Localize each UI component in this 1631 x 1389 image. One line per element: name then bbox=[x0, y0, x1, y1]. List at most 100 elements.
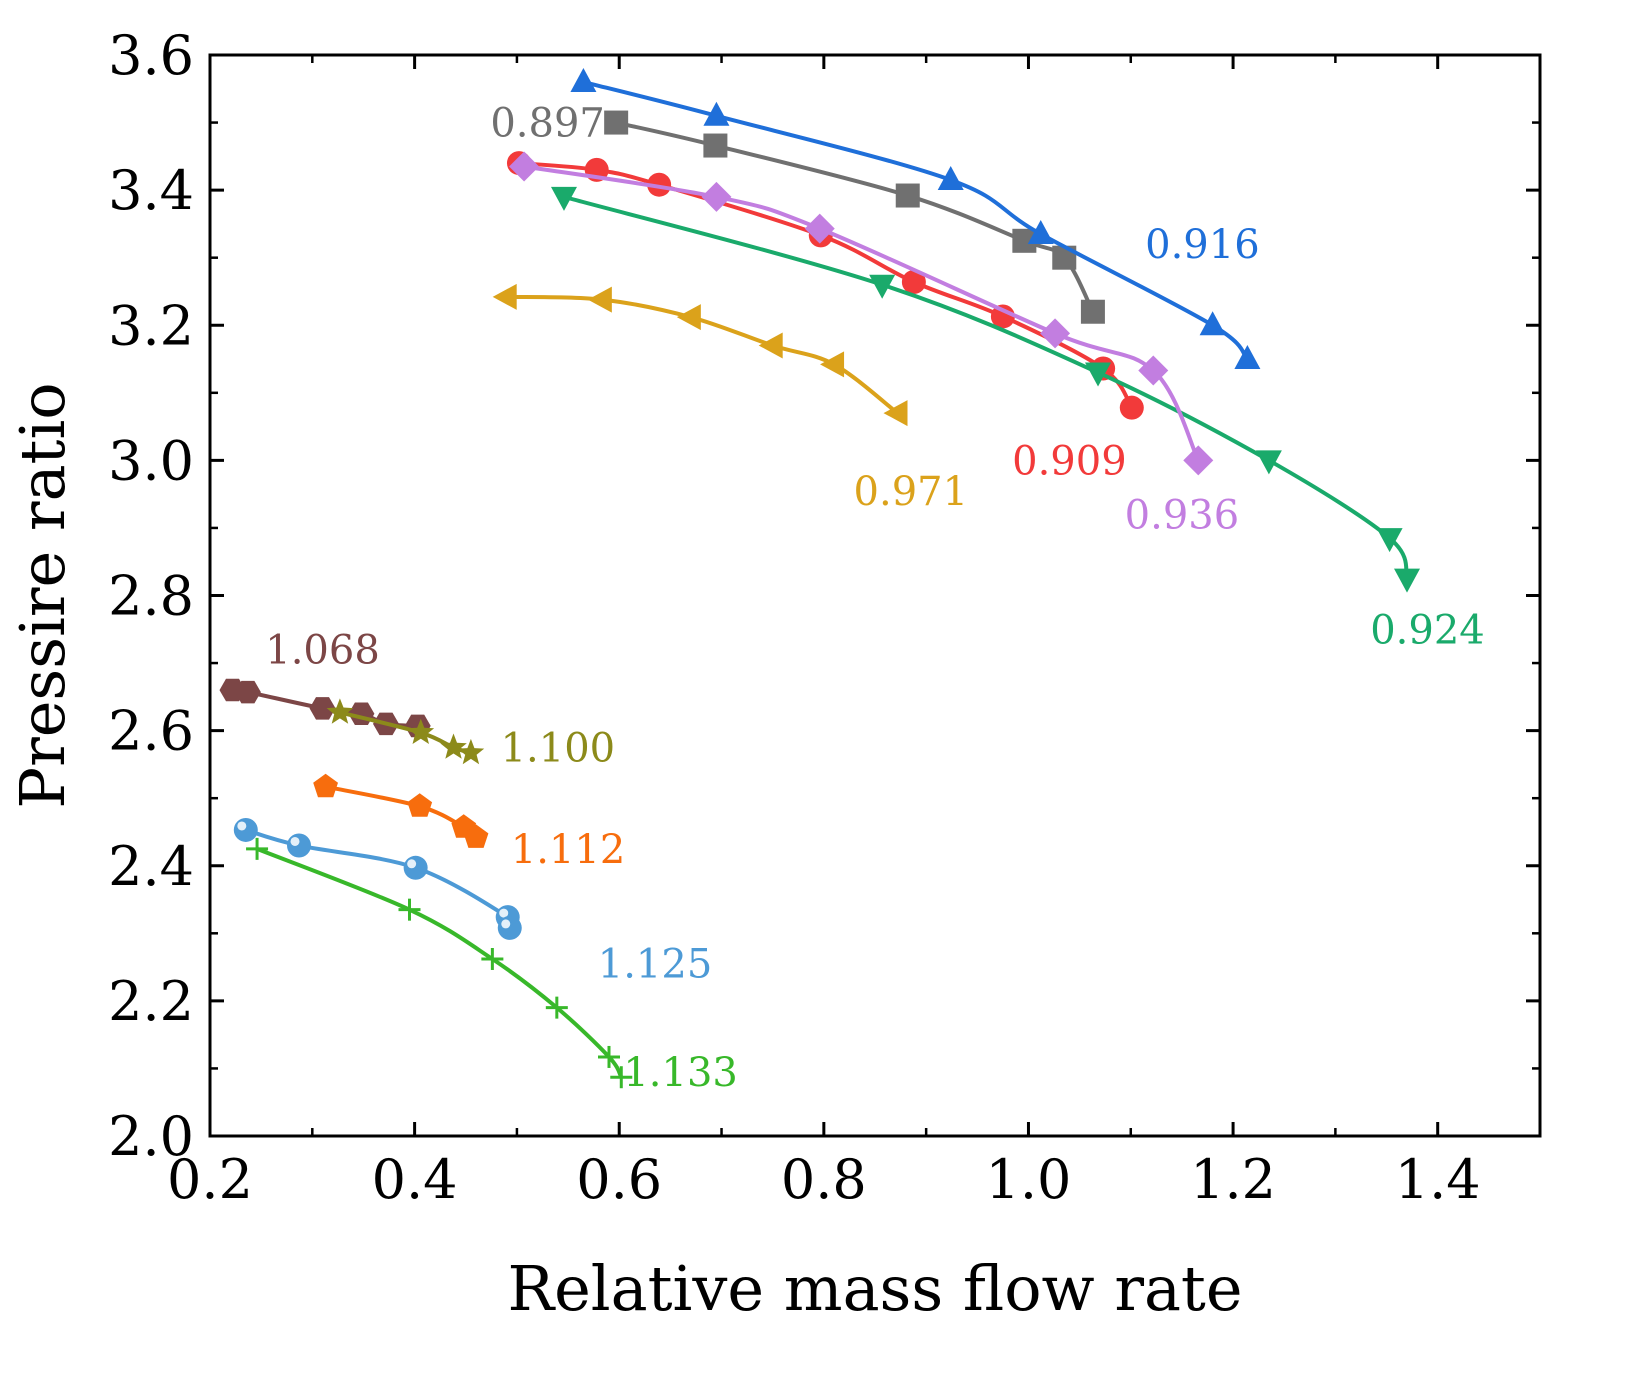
series-0.909 bbox=[506, 151, 1144, 420]
x-axis-label: Relative mass flow rate bbox=[507, 1252, 1242, 1325]
series-0.971 bbox=[492, 283, 908, 427]
data-point-0.936-5 bbox=[1183, 445, 1214, 476]
data-point-1.125-0 bbox=[233, 817, 258, 842]
series-label-1.100: 1.100 bbox=[501, 726, 616, 772]
series-1.112 bbox=[313, 773, 489, 848]
series-label-0.936: 0.936 bbox=[1125, 492, 1240, 538]
series-layer bbox=[219, 68, 1420, 1089]
data-point-1.112-0 bbox=[313, 773, 338, 798]
data-point-0.909-5 bbox=[990, 304, 1015, 329]
series-line-1.133 bbox=[255, 846, 624, 1080]
data-point-0.916-3 bbox=[1027, 220, 1054, 245]
y-tick-label: 3.0 bbox=[108, 429, 194, 492]
data-point-1.133-0 bbox=[246, 837, 269, 860]
data-point-1.125-1-highlight bbox=[290, 836, 300, 846]
data-point-0.924-0 bbox=[550, 186, 577, 211]
series-label-0.909: 0.909 bbox=[1012, 438, 1127, 484]
data-point-1.125-1-body bbox=[287, 833, 312, 858]
data-point-0.924-2 bbox=[1085, 362, 1112, 387]
series-line-0.916 bbox=[581, 80, 1250, 362]
data-point-0.897-5 bbox=[1080, 299, 1105, 324]
data-point-1.068-2 bbox=[309, 697, 336, 720]
series-0.924 bbox=[550, 186, 1420, 593]
data-point-0.971-4 bbox=[820, 351, 845, 378]
data-point-0.924-4 bbox=[1376, 528, 1403, 553]
data-point-1.125-2-body bbox=[403, 855, 428, 880]
series-label-0.971: 0.971 bbox=[854, 469, 969, 515]
data-point-0.916-4 bbox=[1199, 311, 1226, 336]
data-point-0.936-0 bbox=[509, 151, 540, 182]
series-label-1.133: 1.133 bbox=[623, 1050, 738, 1096]
x-tick-label: 0.6 bbox=[576, 1148, 662, 1211]
series-line-1.112 bbox=[323, 784, 478, 840]
data-point-0.971-2 bbox=[676, 304, 701, 331]
x-tick-label: 0.2 bbox=[167, 1148, 253, 1211]
data-point-0.916-2 bbox=[937, 165, 964, 190]
y-tick-label: 2.4 bbox=[108, 835, 194, 898]
x-tick-label: 1.0 bbox=[986, 1148, 1072, 1211]
x-tick-label: 0.4 bbox=[372, 1148, 458, 1211]
data-point-1.100-0 bbox=[326, 698, 354, 724]
y-tick-label: 3.4 bbox=[108, 159, 194, 222]
data-point-0.916-0 bbox=[570, 68, 597, 93]
data-point-0.909-7 bbox=[1119, 395, 1144, 420]
data-point-1.133-1 bbox=[398, 898, 421, 921]
series-label-1.068: 1.068 bbox=[265, 628, 380, 674]
data-point-1.133-2 bbox=[481, 947, 504, 970]
data-point-1.125-1 bbox=[287, 833, 312, 858]
series-0.897 bbox=[604, 110, 1105, 324]
series-0.936 bbox=[509, 151, 1214, 476]
y-tick-label: 2.2 bbox=[108, 970, 194, 1033]
series-label-0.897: 0.897 bbox=[490, 101, 605, 147]
data-point-0.936-3 bbox=[1040, 318, 1071, 349]
y-axis-label: Pressire ratio bbox=[6, 382, 79, 808]
data-point-1.112-3 bbox=[463, 824, 489, 848]
data-point-0.916-5 bbox=[1234, 345, 1261, 370]
data-point-0.897-1 bbox=[703, 133, 728, 158]
y-tick-label: 3.6 bbox=[108, 24, 194, 87]
x-tick-label: 0.8 bbox=[781, 1148, 867, 1211]
data-point-0.897-0 bbox=[604, 110, 629, 135]
plot-frame bbox=[208, 53, 1542, 1138]
data-point-1.125-3-highlight bbox=[499, 908, 509, 918]
data-point-0.909-2 bbox=[647, 172, 672, 197]
series-label-1.112: 1.112 bbox=[511, 827, 626, 873]
data-point-0.924-3 bbox=[1255, 450, 1282, 475]
series-label-1.125: 1.125 bbox=[598, 942, 713, 988]
data-point-0.924-5 bbox=[1394, 568, 1420, 593]
data-point-0.936-1 bbox=[701, 181, 732, 212]
x-tick-label: 1.2 bbox=[1190, 1148, 1276, 1211]
data-point-1.125-0-body bbox=[233, 817, 258, 842]
data-point-1.068-1 bbox=[234, 680, 261, 704]
series-1.100 bbox=[326, 698, 485, 765]
series-line-0.909 bbox=[516, 161, 1134, 410]
data-point-0.924-1 bbox=[869, 274, 896, 299]
data-point-1.133-4 bbox=[598, 1045, 620, 1068]
axes-layer: 0.2 0.4 0.6 0.8 1.0 1.2 1.4 2.0 2.2 2.4 2.6 2.8 3.0 3… bbox=[6, 24, 1542, 1325]
y-tick-label: 2.6 bbox=[108, 700, 194, 763]
data-point-1.125-4-highlight bbox=[501, 919, 511, 929]
data-point-1.133-3 bbox=[545, 996, 568, 1019]
y-tick-label: 2.0 bbox=[108, 1105, 194, 1168]
data-point-0.971-1 bbox=[587, 286, 612, 313]
data-point-1.133-5 bbox=[610, 1066, 633, 1089]
data-point-1.125-4-body bbox=[497, 915, 522, 940]
data-point-0.897-2 bbox=[895, 183, 920, 208]
series-line-0.924 bbox=[561, 194, 1409, 581]
y-tick-label: 2.8 bbox=[108, 565, 194, 628]
data-point-1.100-3 bbox=[457, 738, 485, 765]
data-point-0.909-4 bbox=[901, 270, 926, 295]
data-point-1.125-2-highlight bbox=[407, 859, 417, 869]
data-point-1.112-1 bbox=[407, 793, 433, 817]
series-1.125 bbox=[233, 817, 522, 940]
data-point-1.125-2 bbox=[403, 855, 428, 880]
data-point-0.971-5 bbox=[883, 400, 908, 427]
data-point-0.936-2 bbox=[804, 213, 835, 244]
series-label-0.924: 0.924 bbox=[1370, 607, 1485, 653]
series-0.916 bbox=[570, 68, 1261, 370]
data-point-0.971-3 bbox=[758, 332, 783, 359]
labels-layer: 0.897 0.909 0.916 0.924 0.936 0.971 1.068 1.100… bbox=[265, 101, 1484, 1096]
data-point-1.100-1 bbox=[407, 718, 435, 744]
